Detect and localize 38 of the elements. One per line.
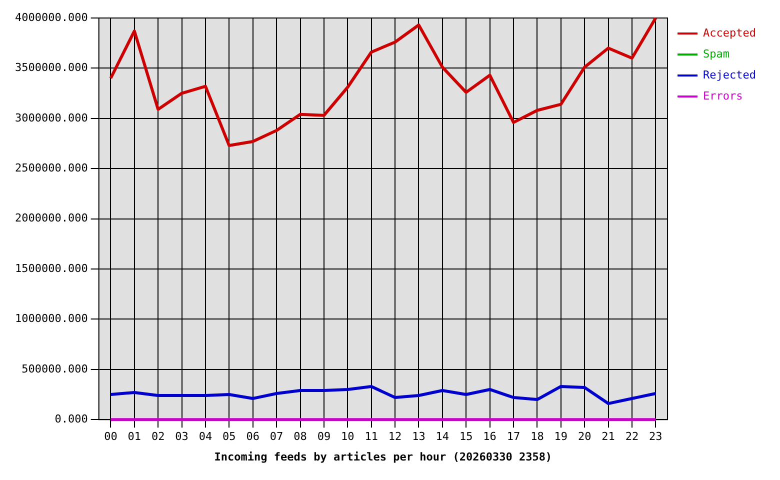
x-tick-label: 14 bbox=[436, 430, 450, 444]
x-tick-label: 18 bbox=[530, 430, 544, 444]
x-tick-label: 19 bbox=[554, 430, 568, 444]
y-tick-label: 4000000.000 bbox=[14, 10, 88, 24]
x-tick-label: 03 bbox=[175, 430, 188, 444]
legend-label: Rejected bbox=[703, 68, 756, 82]
y-tick-label: 3500000.000 bbox=[14, 61, 88, 74]
x-tick-label: 23 bbox=[649, 430, 662, 444]
x-tick-label: 00 bbox=[104, 430, 118, 444]
x-tick-label: 05 bbox=[222, 430, 236, 444]
y-tick-label: 3000000.000 bbox=[14, 111, 88, 124]
x-tick-label: 11 bbox=[364, 430, 378, 444]
x-tick-label: 10 bbox=[341, 430, 354, 444]
y-tick-label: 2000000.000 bbox=[14, 212, 88, 225]
x-tick-label: 20 bbox=[578, 430, 592, 444]
x-tick-label: 12 bbox=[388, 430, 402, 444]
x-tick-label: 17 bbox=[506, 430, 520, 444]
legend-label: Spam bbox=[703, 47, 730, 60]
y-tick-label: 2500000.000 bbox=[14, 161, 88, 174]
x-tick-label: 04 bbox=[198, 430, 212, 444]
x-axis-title: Incoming feeds by articles per hour (20260330 2358) bbox=[214, 450, 552, 464]
x-tick-label: 22 bbox=[625, 430, 639, 444]
y-tick-label: 500000.000 bbox=[22, 362, 88, 376]
legend-label: Errors bbox=[703, 89, 743, 102]
y-tick-label: 1000000.000 bbox=[14, 312, 88, 326]
x-tick-label: 13 bbox=[412, 430, 426, 444]
x-tick-label: 06 bbox=[246, 430, 260, 444]
x-tick-label: 15 bbox=[459, 430, 473, 444]
x-tick-label: 01 bbox=[128, 430, 142, 444]
y-tick-label: 1500000.000 bbox=[14, 262, 88, 275]
x-tick-label: 09 bbox=[317, 430, 331, 444]
x-tick-label: 16 bbox=[483, 430, 496, 444]
y-tick-label: 0.000 bbox=[54, 412, 88, 426]
legend-label: Accepted bbox=[703, 26, 756, 40]
x-tick-label: 07 bbox=[270, 430, 284, 444]
x-tick-label: 02 bbox=[151, 430, 165, 444]
x-tick-label: 08 bbox=[294, 430, 307, 444]
x-tick-label: 21 bbox=[602, 430, 615, 444]
